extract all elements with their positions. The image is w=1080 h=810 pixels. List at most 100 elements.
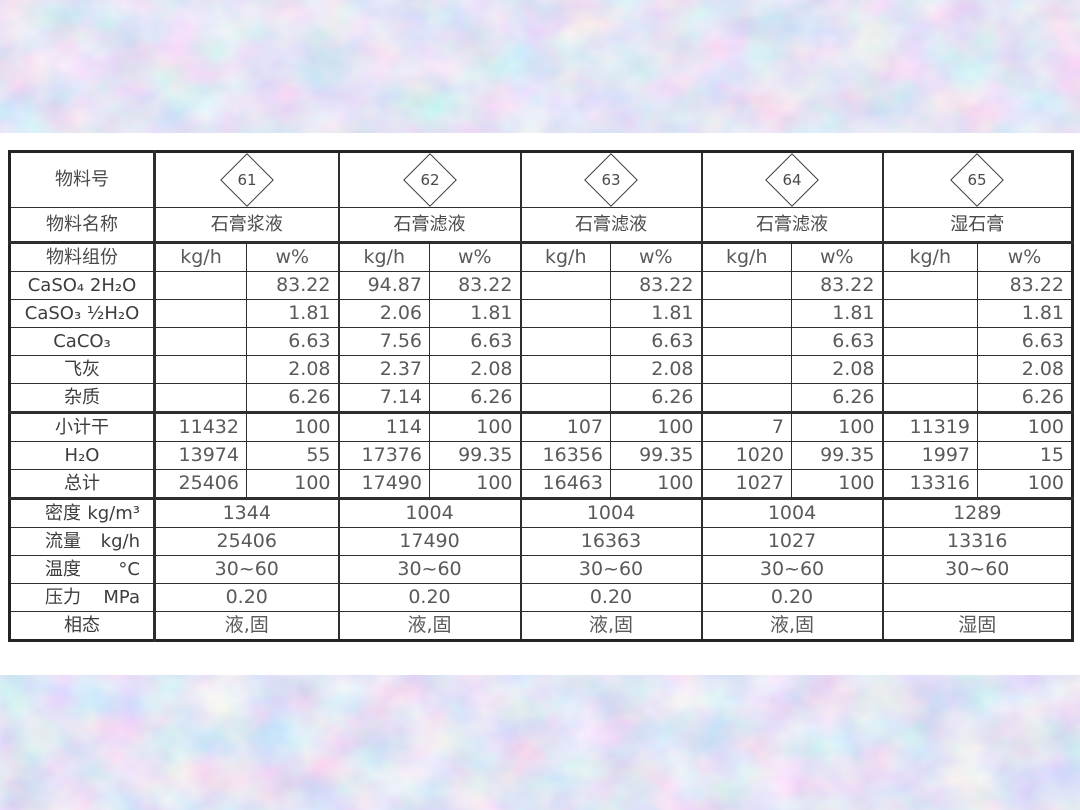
value-cell-kgh: 94.87 bbox=[337, 271, 430, 300]
value-cell-kgh: 17376 bbox=[337, 441, 430, 470]
value-cell-pct: 83.22 bbox=[246, 271, 339, 300]
value-cell-pct: 1.81 bbox=[791, 299, 883, 328]
row-label: 杂质 bbox=[9, 383, 156, 414]
value-cell-kgh: 2.37 bbox=[337, 355, 430, 384]
stream-id-cell: 65 bbox=[881, 151, 1073, 208]
value-cell-pct: 2.08 bbox=[429, 355, 521, 384]
table-row: CaCO₃ 6.63 7.56 6.63 6.63 6.63 6.63 bbox=[9, 327, 1073, 356]
value-cell-pct: 83.22 bbox=[610, 271, 702, 300]
property-unit: °C bbox=[118, 559, 140, 580]
value-cell-kgh bbox=[519, 355, 611, 384]
value-cell-pct: 1.81 bbox=[610, 299, 702, 328]
value-cell-kgh: 16463 bbox=[519, 469, 611, 500]
value-cell-pct: 100 bbox=[791, 412, 883, 442]
stream-id-cell: 62 bbox=[337, 151, 521, 208]
value-cell-kgh bbox=[519, 327, 611, 356]
stream-name: 石膏滤液 bbox=[519, 207, 702, 244]
value-cell-pct: 99.35 bbox=[791, 441, 883, 470]
value-cell-kgh: 16356 bbox=[519, 441, 611, 470]
value-cell-kgh bbox=[153, 383, 247, 414]
property-label-box: 相态 bbox=[11, 613, 152, 640]
table-row: 小计干 11432 100 114 100 107 100 7 100 11319 100 bbox=[9, 412, 1073, 442]
property-value-cell: 液,固 bbox=[337, 611, 521, 641]
value-cell-kgh bbox=[519, 299, 611, 328]
table-row: CaSO₃ ½H₂O 1.81 2.06 1.81 1.81 1.81 1.81 bbox=[9, 299, 1073, 328]
property-label-cell: 流量 kg/h bbox=[9, 527, 156, 556]
value-cell-pct: 2.08 bbox=[610, 355, 702, 384]
value-cell-kgh: 1020 bbox=[700, 441, 792, 470]
composition-label: 物料组份 bbox=[9, 242, 156, 272]
stream-id-cell: 61 bbox=[153, 151, 339, 208]
stream-id-cell: 64 bbox=[700, 151, 883, 208]
material-balance-table: 物料号 61 62 63 64 65 物料名称 石膏浆液 石膏滤液 石膏滤液 石膏滤液 湿石膏 物料组份… bbox=[8, 150, 1074, 642]
table-row: 总计 25406 100 17490 100 16463 100 1027 100 13316 10… bbox=[9, 469, 1073, 500]
value-cell-pct: 55 bbox=[246, 441, 339, 470]
property-value-cell: 13316 bbox=[881, 527, 1073, 556]
texture-band-bottom bbox=[0, 675, 1080, 810]
stream-diamond-wrap: 61 bbox=[157, 153, 338, 207]
value-cell-kgh: 7.56 bbox=[337, 327, 430, 356]
value-cell-kgh: 13974 bbox=[153, 441, 247, 470]
property-label-cell: 温度 °C bbox=[9, 555, 156, 584]
property-label-box: 流量 kg/h bbox=[11, 529, 152, 555]
stream-name: 石膏滤液 bbox=[337, 207, 521, 244]
unit-flow-header: kg/h bbox=[337, 242, 430, 272]
material-no-label: 物料号 bbox=[9, 151, 156, 208]
property-value-cell: 30~60 bbox=[881, 555, 1073, 584]
property-value-cell: 0.20 bbox=[153, 583, 339, 612]
property-value-cell: 25406 bbox=[153, 527, 339, 556]
value-cell-pct: 83.22 bbox=[977, 271, 1073, 300]
value-cell-pct: 83.22 bbox=[429, 271, 521, 300]
value-cell-kgh bbox=[153, 299, 247, 328]
value-cell-pct: 100 bbox=[429, 469, 521, 500]
unit-pct-header: w% bbox=[610, 242, 702, 272]
row-label: 飞灰 bbox=[9, 355, 156, 384]
value-cell-kgh: 17490 bbox=[337, 469, 430, 500]
header-row-material-no: 物料号 61 62 63 64 65 bbox=[9, 151, 1073, 208]
property-value-cell: 液,固 bbox=[153, 611, 339, 641]
property-label-box: 温度 °C bbox=[11, 557, 152, 583]
value-cell-kgh bbox=[519, 383, 611, 414]
value-cell-pct: 1.81 bbox=[977, 299, 1073, 328]
unit-flow-header: kg/h bbox=[700, 242, 792, 272]
property-row: 相态 液,固 液,固 液,固 液,固 湿固 bbox=[9, 611, 1073, 641]
material-balance-table-wrap: 物料号 61 62 63 64 65 物料名称 石膏浆液 石膏滤液 石膏滤液 石膏滤液 湿石膏 物料组份… bbox=[8, 150, 1074, 642]
table-row: 飞灰 2.08 2.37 2.08 2.08 2.08 2.08 bbox=[9, 355, 1073, 384]
value-cell-pct: 6.63 bbox=[429, 327, 521, 356]
stream-name: 石膏滤液 bbox=[700, 207, 883, 244]
property-value-cell: 湿固 bbox=[881, 611, 1073, 641]
property-value-cell: 30~60 bbox=[700, 555, 883, 584]
value-cell-kgh bbox=[153, 327, 247, 356]
stream-id-number: 61 bbox=[237, 171, 257, 189]
stream-id-cell: 63 bbox=[519, 151, 702, 208]
property-label: 流量 bbox=[45, 531, 81, 552]
stream-diamond-wrap: 64 bbox=[704, 153, 882, 207]
stream-diamond-wrap: 63 bbox=[523, 153, 701, 207]
value-cell-kgh: 11319 bbox=[881, 412, 978, 442]
property-unit: kg/m³ bbox=[87, 503, 140, 524]
value-cell-kgh: 7.14 bbox=[337, 383, 430, 414]
value-cell-pct: 1.81 bbox=[246, 299, 339, 328]
value-cell-pct: 100 bbox=[610, 412, 702, 442]
property-label-cell: 相态 bbox=[9, 611, 156, 641]
unit-flow-header: kg/h bbox=[881, 242, 978, 272]
value-cell-kgh bbox=[881, 327, 978, 356]
property-label-box: 压力 MPa bbox=[11, 585, 152, 611]
property-value-cell: 液,固 bbox=[700, 611, 883, 641]
value-cell-kgh bbox=[700, 327, 792, 356]
value-cell-pct: 2.08 bbox=[977, 355, 1073, 384]
value-cell-pct: 1.81 bbox=[429, 299, 521, 328]
value-cell-kgh bbox=[153, 271, 247, 300]
property-label-box: 密度 kg/m³ bbox=[11, 500, 152, 527]
value-cell-pct: 6.26 bbox=[791, 383, 883, 414]
stream-name: 石膏浆液 bbox=[153, 207, 339, 244]
value-cell-kgh bbox=[881, 383, 978, 414]
value-cell-pct: 100 bbox=[977, 412, 1073, 442]
stream-diamond-wrap: 65 bbox=[885, 153, 1072, 207]
value-cell-pct: 6.63 bbox=[977, 327, 1073, 356]
value-cell-pct: 100 bbox=[246, 412, 339, 442]
value-cell-kgh bbox=[700, 271, 792, 300]
property-value-cell bbox=[881, 583, 1073, 612]
table-row: H₂O 13974 55 17376 99.35 16356 99.35 1020 99.35 1… bbox=[9, 441, 1073, 470]
